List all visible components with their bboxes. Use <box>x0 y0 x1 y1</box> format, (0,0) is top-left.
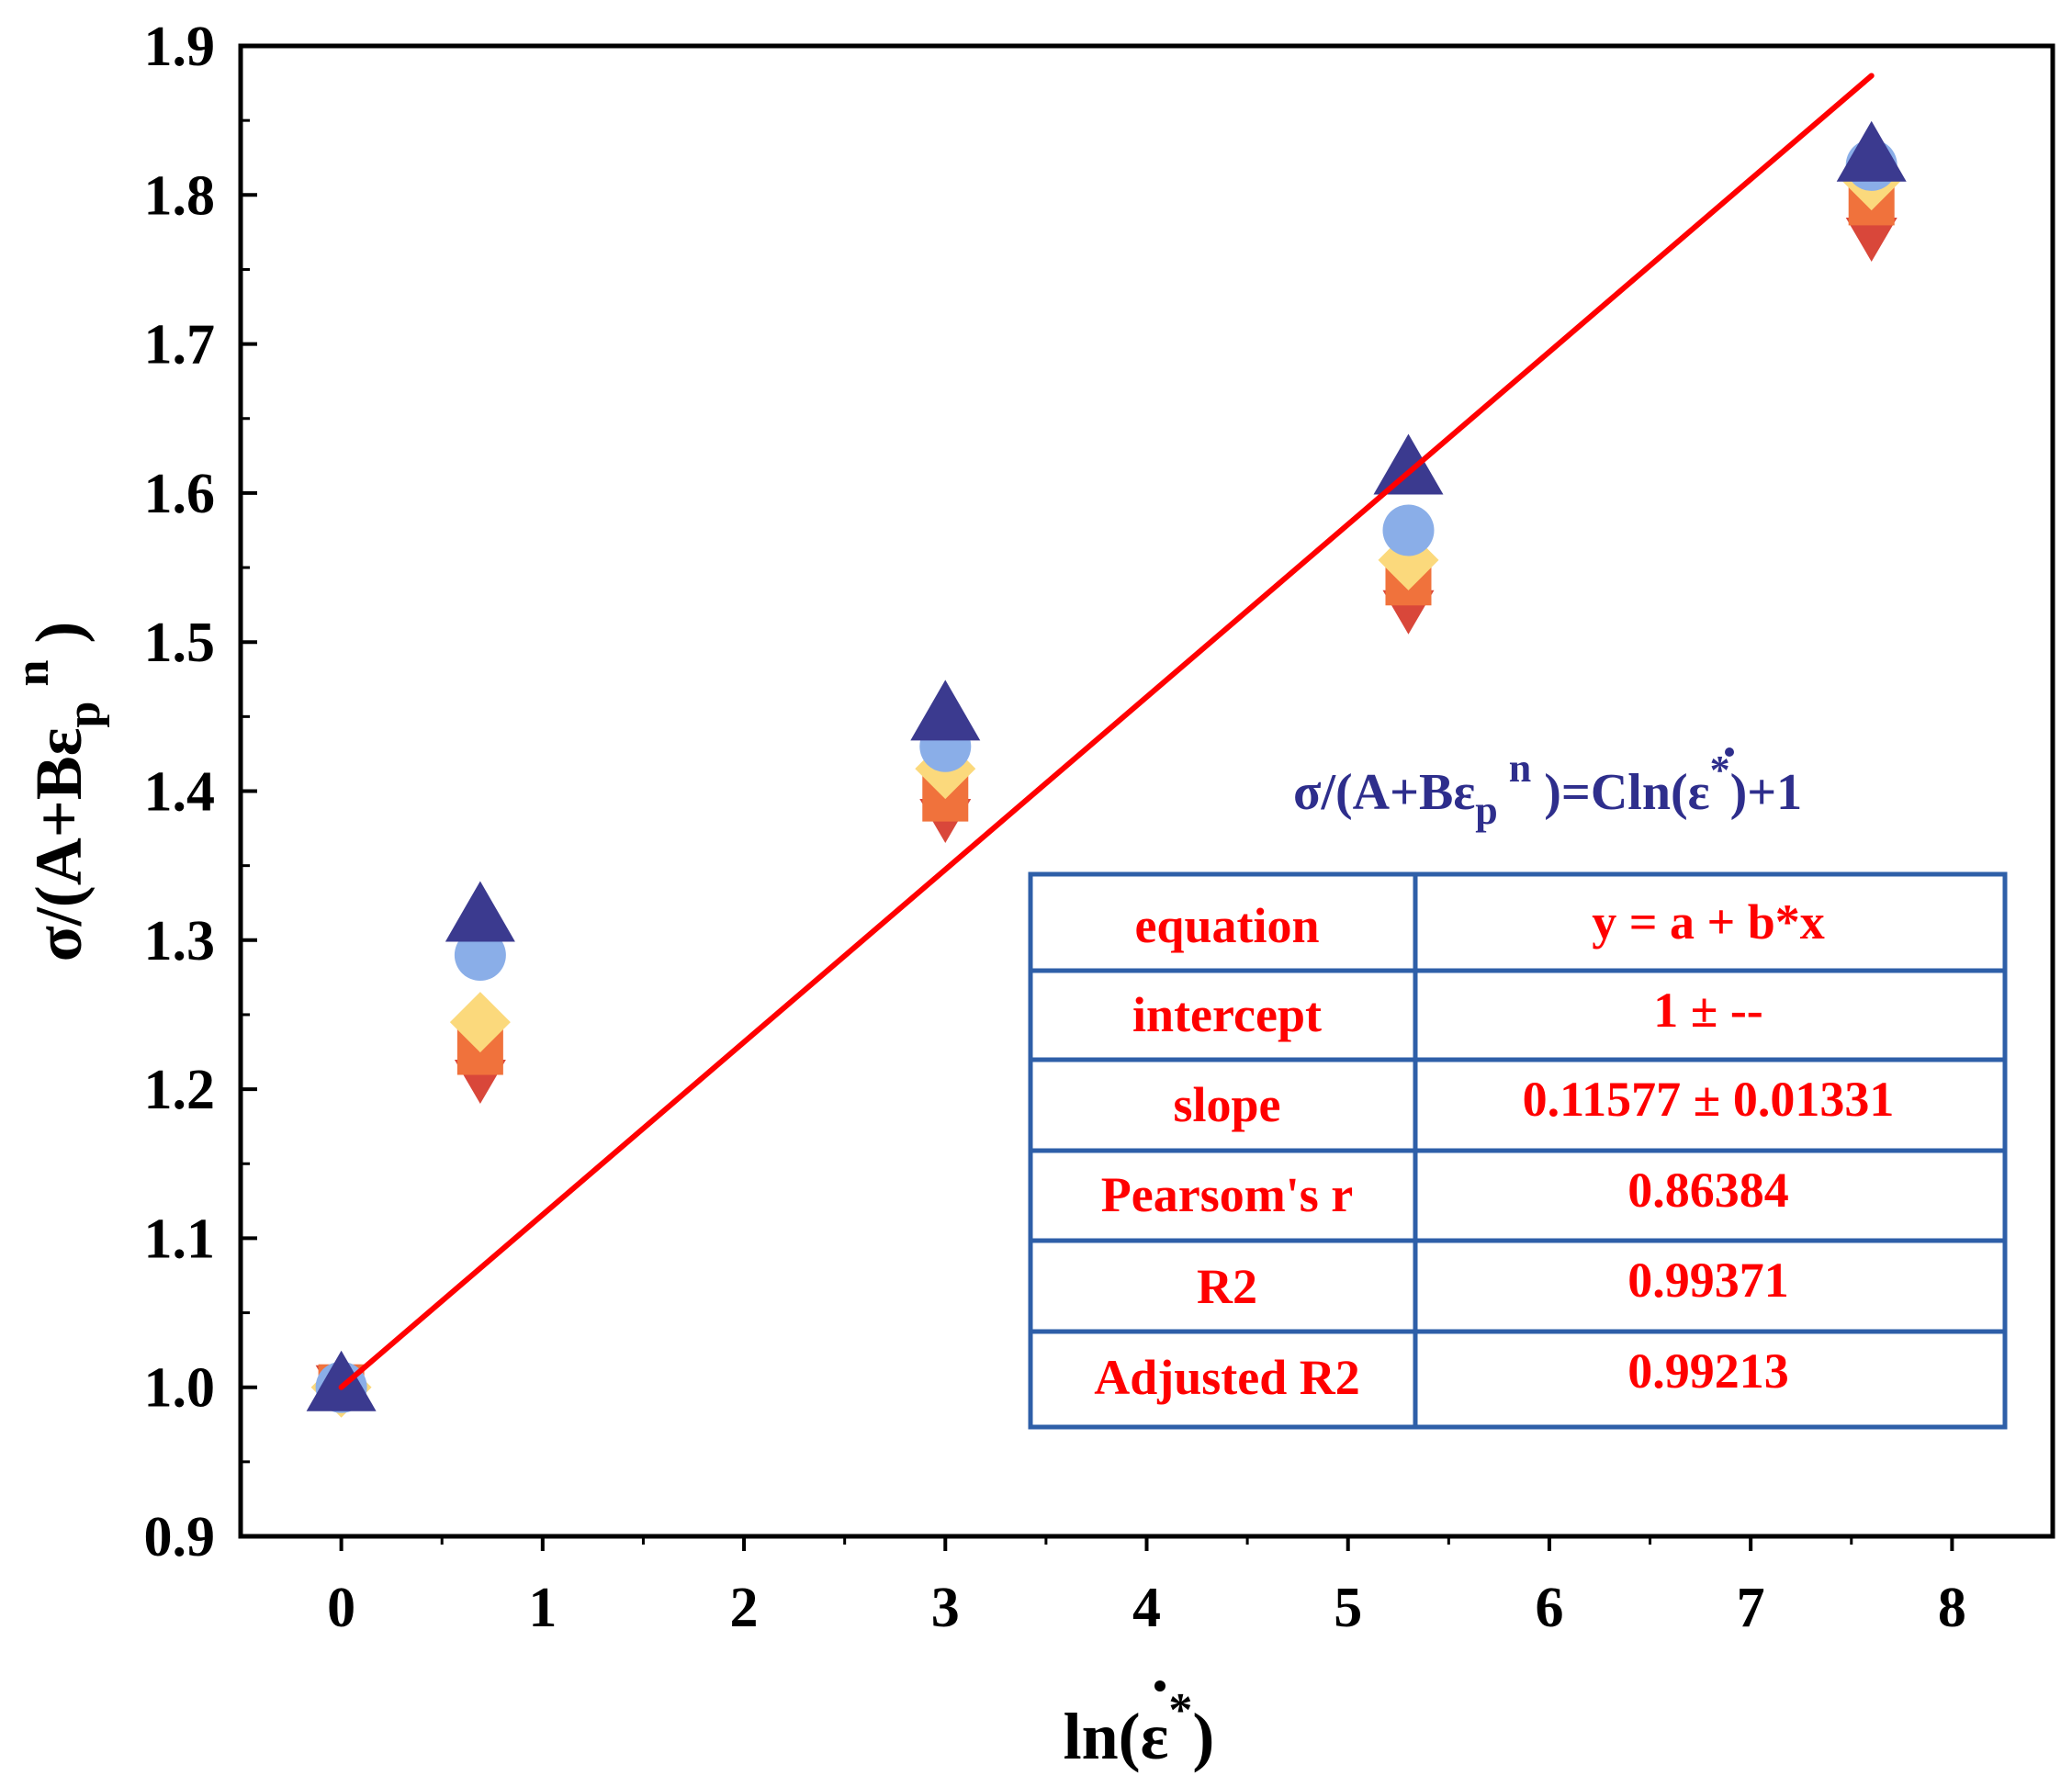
y-tick-label: 1.5 <box>144 612 216 674</box>
y-tick-label: 1.0 <box>144 1357 216 1420</box>
y-tick-label: 1.3 <box>144 910 216 972</box>
y-tick-label: 1.4 <box>144 761 216 824</box>
series-5-point <box>1373 433 1444 495</box>
y-tick-label: 1.1 <box>144 1208 216 1270</box>
y-axis-title: σ/(A+Bεpn ) <box>6 622 110 962</box>
fit-table-value: 1 ± -- <box>1653 983 1763 1038</box>
series-1-point <box>1845 217 1897 262</box>
series-5-point <box>306 1350 377 1411</box>
fit-table-value: 0.86384 <box>1627 1163 1789 1218</box>
y-tick-label: 1.8 <box>144 164 216 227</box>
x-tick-label: 3 <box>931 1577 960 1639</box>
x-tick-label: 4 <box>1132 1577 1161 1639</box>
series-4-point <box>454 929 506 982</box>
x-tick-label: 8 <box>1938 1577 1966 1639</box>
x-tick-label: 2 <box>730 1577 759 1639</box>
y-tick-label: 1.9 <box>144 16 216 78</box>
fit-table-label: R2 <box>1197 1259 1257 1314</box>
fit-table-label: slope <box>1173 1077 1280 1132</box>
axis-ticks: 0.9 1.0 1.1 1.2 1.3 1.4 1.5 1.6 1.7 1.8 1.9 0 1 2 3 4 5 6… <box>144 16 1966 1639</box>
chart-marks <box>306 120 1907 1418</box>
fit-table-value: 0.11577 ± 0.01331 <box>1523 1072 1895 1127</box>
fit-table-value: 0.99371 <box>1627 1253 1789 1308</box>
fit-equation: σ/(A+Bεpn )=Cln(ε*)+1 <box>1293 746 1802 833</box>
fit-table-value: y = a + b*x <box>1592 894 1825 950</box>
fit-line <box>338 73 1875 1390</box>
series-5-point <box>1836 120 1907 182</box>
x-tick-label: 1 <box>528 1577 557 1639</box>
fit-equation-dot <box>1725 747 1734 757</box>
y-tick-label: 1.2 <box>144 1059 216 1121</box>
fit-table: equation y = a + b*x intercept 1 ± -- sl… <box>1028 871 2008 1430</box>
fit-table-label: Pearsom's r <box>1101 1167 1353 1222</box>
x-tick-label: 7 <box>1737 1577 1765 1639</box>
y-tick-label: 1.6 <box>144 463 216 525</box>
series-5-point <box>910 680 981 741</box>
x-axis-title-dot <box>1154 1680 1166 1691</box>
x-axis-title: ln(ε*) <box>1064 1684 1215 1773</box>
x-tick-label: 5 <box>1334 1577 1362 1639</box>
x-tick-label: 0 <box>327 1577 355 1639</box>
fit-table-label: Adjusted R2 <box>1094 1350 1360 1405</box>
y-tick-label: 0.9 <box>144 1506 216 1568</box>
fit-table-label: intercept <box>1132 987 1322 1042</box>
series-4-point <box>1382 504 1435 556</box>
fit-table-value: 0.99213 <box>1627 1343 1789 1399</box>
series-5-point <box>445 881 515 942</box>
fit-line-layer <box>338 73 1875 1390</box>
x-tick-label: 6 <box>1535 1577 1563 1639</box>
series-3-point <box>449 992 511 1053</box>
fit-table-label: equation <box>1134 898 1319 953</box>
y-tick-label: 1.7 <box>144 314 216 377</box>
